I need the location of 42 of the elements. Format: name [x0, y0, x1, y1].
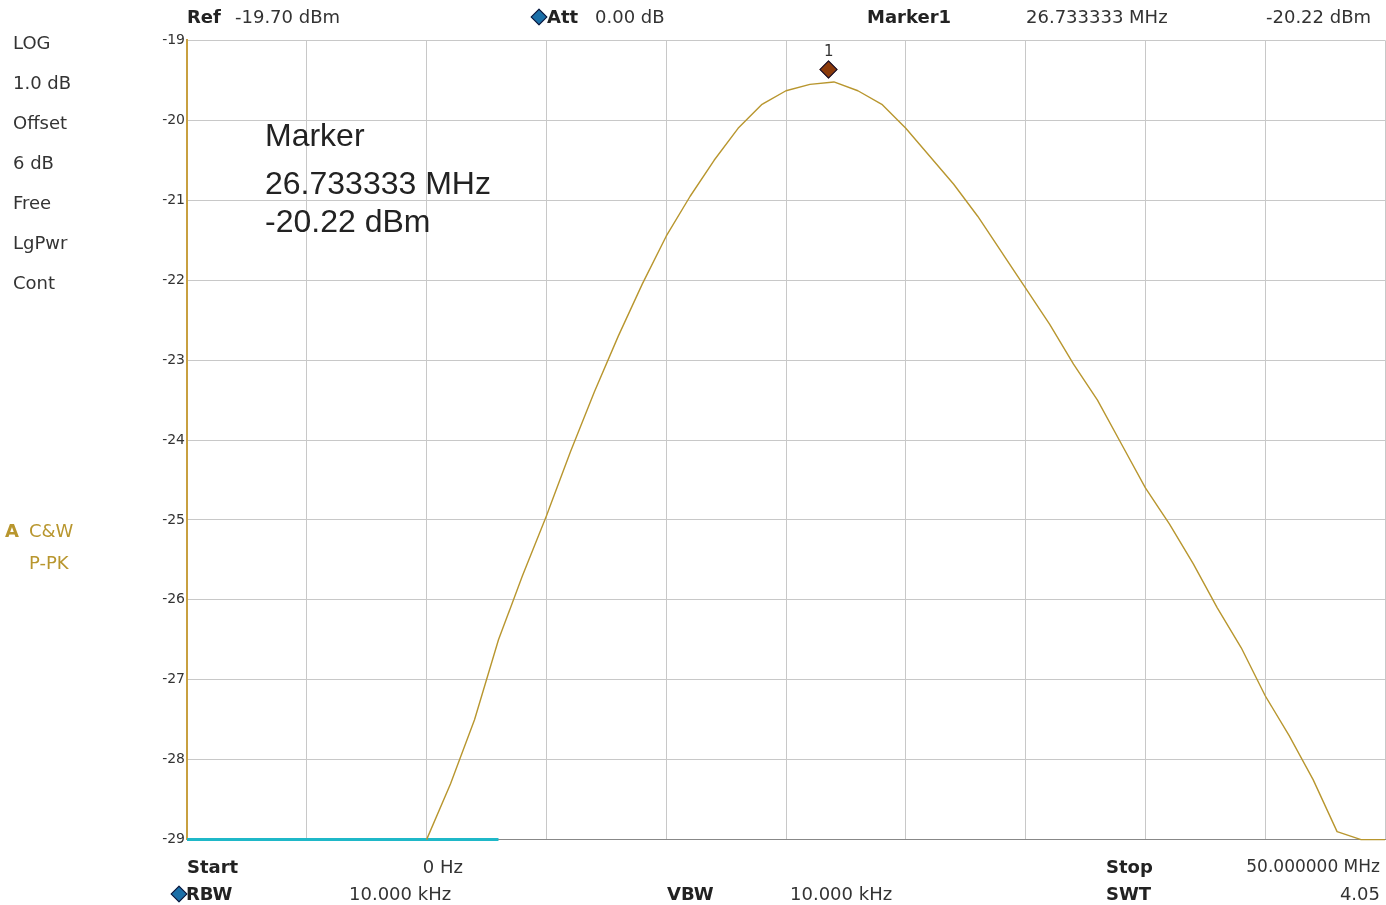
text: 10.000 kHz	[790, 883, 893, 904]
y-tick-label: -20	[162, 110, 185, 127]
annotation: 1	[824, 42, 834, 60]
y-tick-label: -25	[162, 510, 185, 527]
text: Cont	[13, 272, 56, 293]
annotation: Marker	[265, 117, 365, 154]
text: 50.000000 MHz	[1246, 856, 1380, 876]
text: RBW	[186, 883, 233, 904]
y-tick-label: -29	[162, 830, 185, 847]
y-tick-label: -28	[162, 750, 185, 767]
text: Marker1	[867, 6, 952, 27]
text: 0.00 dB	[595, 6, 665, 27]
text: Free	[13, 192, 52, 213]
y-tick-label: -21	[162, 190, 185, 207]
text: Stop	[1106, 856, 1153, 877]
text: LgPwr	[13, 232, 68, 253]
text: -20.22 dBm	[1266, 6, 1372, 27]
text: -19.70 dBm	[235, 6, 341, 27]
text: 26.733333 MHz	[1026, 6, 1168, 27]
text: C&W	[29, 520, 74, 541]
y-tick-label: -27	[162, 670, 185, 687]
text: SWT	[1106, 883, 1152, 904]
text: A	[5, 520, 19, 541]
y-tick-label: -26	[162, 590, 186, 607]
annotation: -20.22 dBm	[265, 203, 431, 240]
text: 10.000 kHz	[349, 883, 452, 904]
annotation: 26.733333 MHz	[265, 165, 491, 202]
y-tick-label: -22	[162, 270, 185, 287]
text: 4.05	[1339, 883, 1380, 904]
text: 6 dB	[13, 152, 54, 173]
y-tick-label: -24	[162, 430, 186, 447]
text: 1.0 dB	[13, 72, 72, 93]
text: VBW	[667, 883, 714, 904]
y-tick-label: -19	[162, 31, 185, 48]
text: Offset	[13, 112, 68, 133]
text: Ref	[187, 6, 221, 27]
text: Att	[547, 6, 579, 27]
y-tick-label: -23	[162, 350, 185, 367]
text: P-PK	[29, 552, 69, 573]
text: LOG	[13, 32, 51, 53]
text: Start	[187, 856, 239, 877]
text: 0 Hz	[422, 856, 463, 877]
